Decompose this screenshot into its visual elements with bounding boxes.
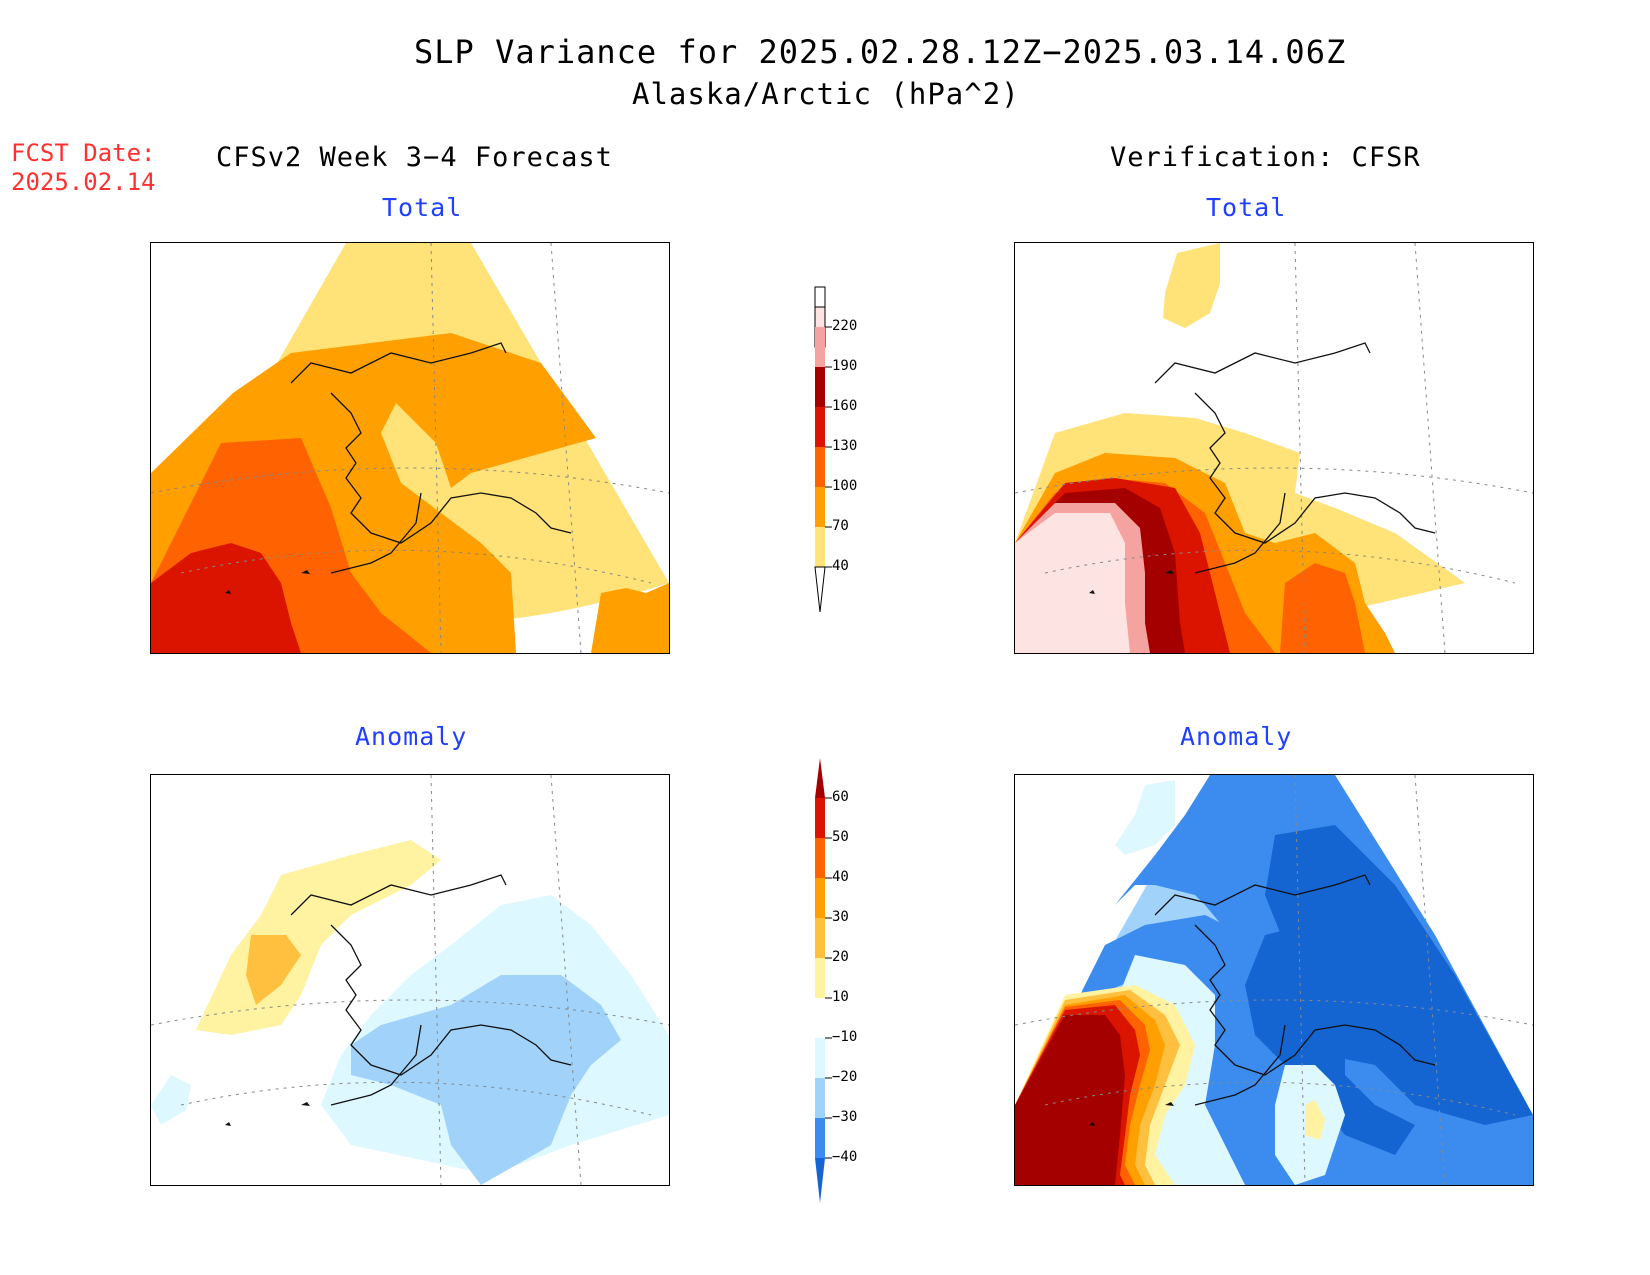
anomaly-tick-neg20: −20 <box>832 1069 858 1085</box>
total-tick-130: 130 <box>832 438 858 454</box>
forecast-total-label: Total <box>382 193 463 222</box>
anomaly-tick-neg30: −30 <box>832 1109 858 1125</box>
verification-total-label: Total <box>1206 193 1287 222</box>
total-tick-160: 160 <box>832 398 858 414</box>
fcst-date-label: FCST Date: <box>11 139 156 167</box>
verification-anomaly-label: Anomaly <box>1180 722 1293 751</box>
forecast-anomaly-label: Anomaly <box>355 722 468 751</box>
anomaly-tick-20: 20 <box>832 949 849 965</box>
anomaly-tick-60: 60 <box>832 789 849 805</box>
anomaly-tick-neg10: −10 <box>832 1029 858 1045</box>
total-tick-100: 100 <box>832 478 858 494</box>
fcst-date-value: 2025.02.14 <box>11 168 156 196</box>
total-colorbar: 220 190 160 130 100 70 40 <box>790 282 870 613</box>
verification-anomaly-map <box>1014 774 1534 1186</box>
verification-total-map <box>1014 242 1534 654</box>
total-tick-40: 40 <box>832 558 849 574</box>
verification-column-heading: Verification: CFSR <box>1110 142 1421 173</box>
page-title: SLP Variance for 2025.02.28.12Z−2025.03.… <box>414 33 1347 71</box>
anomaly-tick-40: 40 <box>832 869 849 885</box>
total-tick-70: 70 <box>832 518 849 534</box>
anomaly-tick-30: 30 <box>832 909 849 925</box>
anomaly-colorbar: 60 50 40 30 20 10 −10 −20 −30 −40 <box>790 758 870 1208</box>
anomaly-tick-neg40: −40 <box>832 1149 858 1165</box>
anomaly-tick-50: 50 <box>832 829 849 845</box>
anomaly-tick-10: 10 <box>832 989 849 1005</box>
page-subtitle: Alaska/Arctic (hPa^2) <box>632 77 1020 111</box>
forecast-column-heading: CFSv2 Week 3−4 Forecast <box>216 142 613 173</box>
forecast-total-map <box>150 242 670 654</box>
total-tick-190: 190 <box>832 358 858 374</box>
forecast-anomaly-map <box>150 774 670 1186</box>
total-tick-220: 220 <box>832 318 858 334</box>
